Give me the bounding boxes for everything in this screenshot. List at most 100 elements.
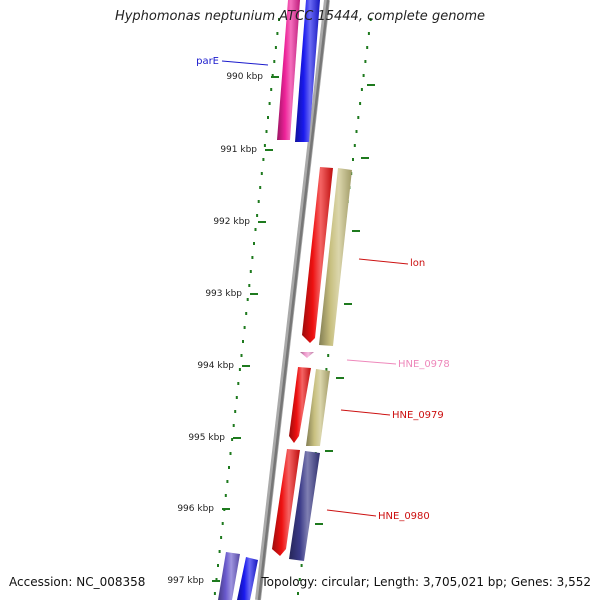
gene-label-hne-0978[interactable]: HNE_0978: [398, 359, 450, 370]
gene-label-lon[interactable]: lon: [410, 258, 425, 269]
scale-label-4: 994 kbp: [197, 361, 234, 371]
gene-callouts: [221, 60, 409, 517]
left-dot-38: [218, 550, 221, 553]
backbone-core: [257, 0, 330, 600]
scale-tick-2: [258, 221, 266, 223]
left-dot-9: [263, 144, 266, 147]
left-dot-27: [235, 396, 238, 399]
left-dot-1: [276, 32, 279, 35]
scale-ticks: [212, 76, 279, 582]
gene-bar-hne0978[interactable]: [300, 352, 314, 358]
right-dot-9: [353, 144, 356, 147]
right-dot-5: [360, 88, 363, 91]
gene-bar-purple[interactable]: [218, 552, 240, 600]
scale-tick-5: [233, 437, 241, 439]
left-dot-20: [246, 298, 249, 301]
left-dot-15: [254, 228, 257, 231]
right-dot-40: [298, 578, 301, 581]
left-dot-40: [215, 578, 218, 581]
gene-bar-hne0980[interactable]: [272, 449, 300, 556]
map-title: Hyphomonas neptunium ATCC 15444, complet…: [114, 9, 486, 24]
left-dot-0: [278, 18, 280, 21]
left-dot-33: [226, 480, 229, 483]
right-dot-39: [300, 564, 303, 567]
topology-summary: Topology: circular; Length: 3,705,021 bp…: [261, 575, 591, 589]
scale-tick-4: [242, 365, 250, 367]
left-dot-23: [242, 340, 244, 343]
right-dot-10: [352, 158, 354, 161]
left-dot-37: [220, 536, 223, 539]
right-dot-41: [297, 592, 299, 595]
right-dash-3: [344, 303, 352, 305]
left-dot-30: [231, 438, 234, 441]
right-dot-3: [364, 60, 367, 63]
gene-bar-khaki-mid[interactable]: [306, 369, 330, 446]
left-dot-19: [248, 284, 251, 287]
callout-line-pare: [221, 60, 269, 66]
scale-tick-1: [265, 149, 273, 151]
gene-bar-navy[interactable]: [289, 451, 320, 561]
gene-bar-lon[interactable]: [302, 167, 333, 343]
right-dash-0: [367, 84, 375, 86]
left-dot-26: [237, 382, 240, 385]
gene-bar-hne0979[interactable]: [289, 367, 311, 443]
left-dot-36: [221, 522, 224, 525]
left-dot-17: [251, 256, 254, 259]
left-dot-28: [234, 410, 237, 413]
gene-labels: parE lon HNE_0978 HNE_0979 HNE_0980: [196, 56, 450, 522]
scale-tick-0: [271, 76, 279, 78]
left-dot-41: [213, 592, 216, 595]
right-dash-4: [336, 377, 344, 379]
right-dash-2: [352, 230, 360, 232]
left-dot-7: [267, 116, 269, 119]
left-dot-14: [256, 214, 259, 217]
genome-backbone: [255, 0, 330, 600]
gene-label-hne-0979[interactable]: HNE_0979: [392, 410, 444, 421]
scale-tick-6: [222, 508, 230, 510]
left-dot-24: [240, 354, 243, 357]
left-dot-8: [265, 130, 268, 133]
right-dot-4: [362, 74, 365, 77]
right-dot-2: [366, 46, 369, 49]
right-dot-7: [357, 116, 360, 119]
right-dot-8: [355, 130, 358, 133]
scale-tick-3: [250, 293, 258, 295]
left-dot-16: [253, 242, 255, 245]
scale-label-5: 995 kbp: [188, 433, 225, 443]
right-dot-25: [325, 368, 328, 371]
left-dot-21: [245, 312, 248, 315]
right-dash-6: [315, 523, 323, 525]
left-dot-34: [224, 494, 227, 497]
right-dot-0: [369, 18, 372, 21]
left-dot-12: [259, 186, 262, 189]
left-dot-31: [229, 452, 232, 455]
callout-line-hne-0979: [340, 409, 391, 416]
accession-label: Accession: NC_008358: [9, 575, 146, 589]
left-dot-39: [217, 564, 219, 567]
left-dot-29: [232, 424, 235, 427]
gene-bar-blue-bottom[interactable]: [237, 557, 258, 600]
scale-label-6: 996 kbp: [177, 504, 214, 514]
left-dot-3: [273, 60, 276, 63]
gene-bar-magenta[interactable]: [277, 0, 300, 140]
gene-bar-blue-top[interactable]: [295, 0, 320, 142]
right-dot-1: [367, 32, 370, 35]
left-dot-25: [238, 368, 241, 371]
gene-bar-khaki-top[interactable]: [319, 168, 352, 346]
right-dot-24: [327, 354, 330, 357]
scale-label-1: 991 kbp: [220, 145, 257, 155]
left-dot-18: [249, 270, 252, 273]
left-dot-6: [268, 102, 271, 105]
right-dash-1: [361, 157, 369, 159]
scale-labels: 990 kbp 991 kbp 992 kbp 993 kbp 994 kbp 995 k…: [167, 72, 263, 586]
gene-label-pare[interactable]: parE: [196, 56, 219, 67]
left-dot-4: [271, 74, 274, 77]
right-dash-5: [325, 450, 333, 452]
gene-label-hne-0980[interactable]: HNE_0980: [378, 511, 430, 522]
callout-line-lon: [358, 258, 409, 265]
left-dot-5: [270, 88, 273, 91]
scale-label-3: 993 kbp: [205, 289, 242, 299]
scale-label-0: 990 kbp: [226, 72, 263, 82]
